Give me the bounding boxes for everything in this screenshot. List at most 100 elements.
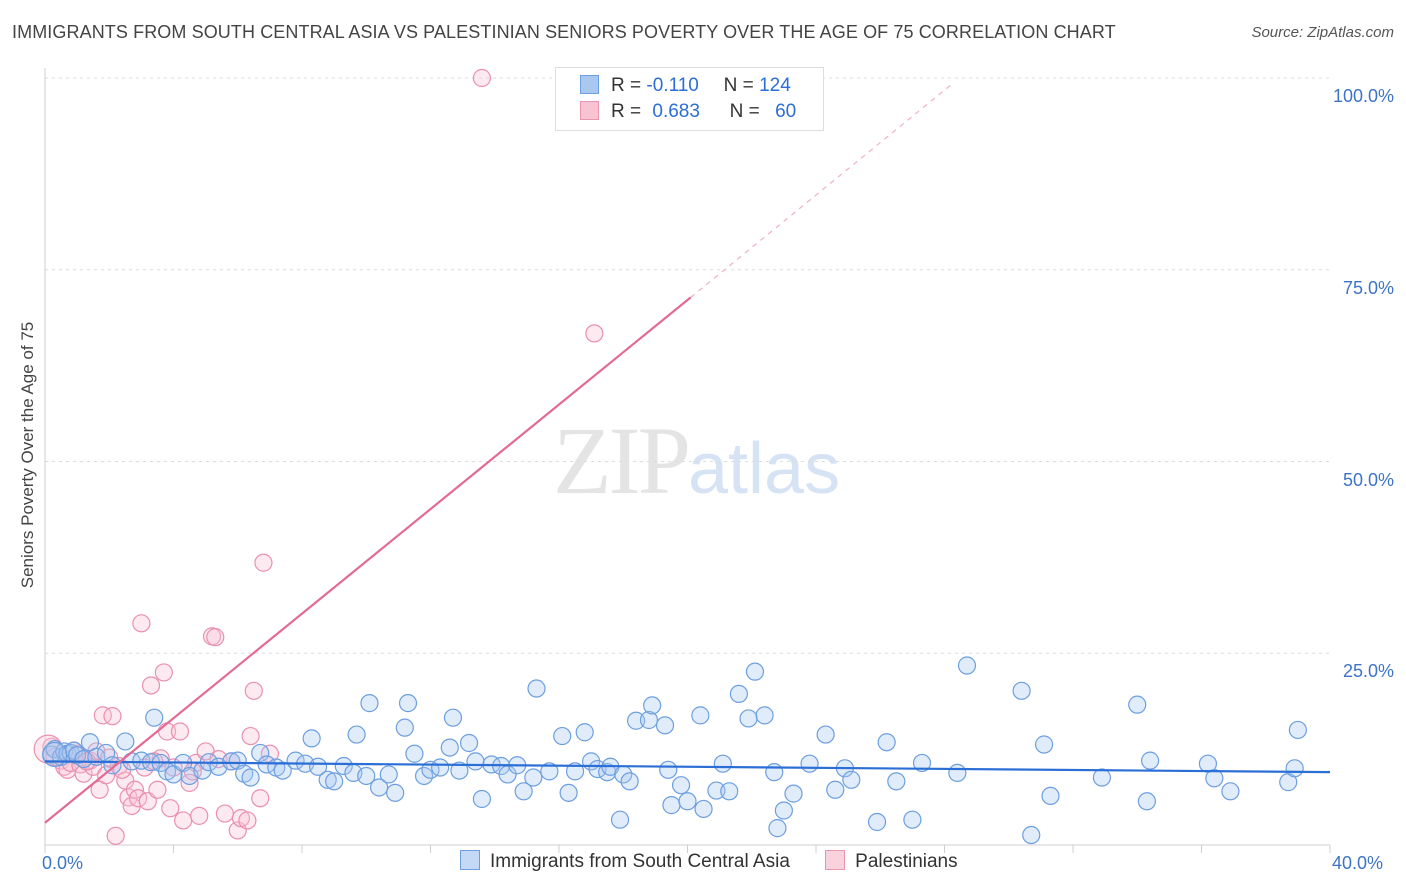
correlation-legend: R = -0.110 N = 124 R = 0.683 N = 60 <box>555 67 824 131</box>
immigrants-point <box>360 694 379 713</box>
immigrants-point <box>103 756 122 775</box>
palestinians-point <box>103 707 122 726</box>
palestinians-point <box>241 726 260 746</box>
palestinians-point <box>254 553 273 572</box>
series-legend: Immigrants from South Central Asia Pales… <box>460 850 988 873</box>
immigrants-point <box>386 783 405 802</box>
legend-item-palestinians: Palestinians <box>825 850 958 873</box>
immigrants-point <box>565 762 585 781</box>
legend-label-palestinians: Palestinians <box>855 851 958 872</box>
legend-swatch-pink <box>580 101 599 120</box>
immigrants-point <box>527 679 546 698</box>
immigrants-point <box>912 753 932 773</box>
legend-swatch-palestinians <box>825 850 846 870</box>
immigrants-point <box>379 765 398 784</box>
immigrants-point <box>784 784 803 803</box>
immigrants-point <box>1140 751 1160 770</box>
legend-n-value-blue: 124 <box>759 75 791 96</box>
legend-row-palestinians: R = 0.683 N = 60 <box>580 101 796 127</box>
immigrants-point <box>755 706 774 725</box>
palestinians-point <box>206 628 225 647</box>
immigrants-point <box>620 772 639 791</box>
immigrants-point <box>1012 681 1031 700</box>
immigrants-point <box>707 781 726 800</box>
immigrants-point <box>222 752 241 771</box>
legend-swatch-immigrants <box>460 850 480 870</box>
immigrants-point <box>671 776 691 795</box>
palestinians-point <box>148 780 167 799</box>
palestinians-point <box>585 324 604 343</box>
immigrants-point <box>816 725 835 744</box>
immigrants-point <box>948 763 967 783</box>
immigrants-point <box>678 792 697 811</box>
immigrants-point <box>347 725 366 744</box>
immigrants-point <box>431 758 450 777</box>
palestinians-point <box>161 799 180 818</box>
immigrants-point <box>867 812 887 832</box>
axes <box>44 68 1331 853</box>
legend-row-immigrants: R = -0.110 N = 124 <box>580 75 791 101</box>
immigrants-point <box>903 810 922 829</box>
immigrants-point <box>540 762 559 781</box>
palestinians-point <box>154 663 173 682</box>
immigrants-point <box>768 819 787 838</box>
immigrants-point <box>318 770 337 789</box>
immigrants-point <box>1288 720 1307 740</box>
y-tick-label: 100.0% <box>1332 86 1394 106</box>
palestinians-point <box>215 804 234 823</box>
immigrants-point <box>459 733 479 753</box>
immigrants-point <box>302 729 321 748</box>
immigrants-point <box>800 754 819 773</box>
immigrants-points <box>42 656 1307 845</box>
legend-item-immigrants: Immigrants from South Central Asia <box>460 850 790 873</box>
immigrants-point <box>720 782 739 801</box>
immigrants-point <box>273 761 292 780</box>
immigrants-point <box>1022 825 1041 845</box>
immigrants-point <box>739 709 758 728</box>
legend-r-label: R = <box>611 101 642 122</box>
immigrants-point <box>877 733 896 752</box>
immigrants-point <box>398 694 418 713</box>
immigrants-point <box>643 696 662 715</box>
immigrants-point <box>325 772 344 791</box>
palestinians-point <box>141 676 161 695</box>
trend-lines <box>44 84 1331 824</box>
immigrants-point <box>659 760 678 779</box>
immigrants-point <box>662 796 681 815</box>
legend-n-value-pink: 60 <box>775 101 797 122</box>
y-tick-label: 50.0% <box>1342 469 1394 490</box>
immigrants-point <box>241 768 260 787</box>
immigrants-point <box>639 710 659 730</box>
immigrants-point <box>1205 769 1224 788</box>
palestinians-point <box>190 806 209 825</box>
immigrants-point <box>472 789 491 809</box>
palestinians-point <box>106 826 125 845</box>
immigrants-point <box>626 711 646 730</box>
immigrants-point <box>598 763 617 782</box>
watermark: ZIPatlas <box>553 405 840 516</box>
palestinians-point <box>238 811 257 830</box>
y-tick-label: 75.0% <box>1342 277 1394 298</box>
immigrants-point <box>405 744 424 763</box>
palestinians-points <box>33 68 604 845</box>
legend-r-value-pink: 0.683 <box>652 101 700 122</box>
immigrants-point <box>713 754 732 773</box>
legend-label-immigrants: Immigrants from South Central Asia <box>490 851 790 872</box>
immigrants-point <box>450 761 469 780</box>
immigrants-point <box>370 778 389 797</box>
palestinians-point <box>251 789 270 808</box>
immigrants-point <box>1034 735 1054 754</box>
legend-n-label: N = <box>723 75 754 96</box>
immigrants-point <box>774 801 793 820</box>
legend-swatch-blue <box>580 75 599 94</box>
legend-n-label: N = <box>729 101 760 122</box>
immigrants-point <box>357 766 376 786</box>
source-label: Source: ZipAtlas.com <box>1251 24 1394 41</box>
immigrants-point <box>842 770 861 789</box>
immigrants-trend-line <box>44 760 1331 774</box>
legend-r-label: R = <box>611 75 642 96</box>
palestinians-point <box>180 773 199 792</box>
chart-title: IMMIGRANTS FROM SOUTH CENTRAL ASIA VS PA… <box>12 22 1116 42</box>
immigrants-point <box>308 757 328 776</box>
